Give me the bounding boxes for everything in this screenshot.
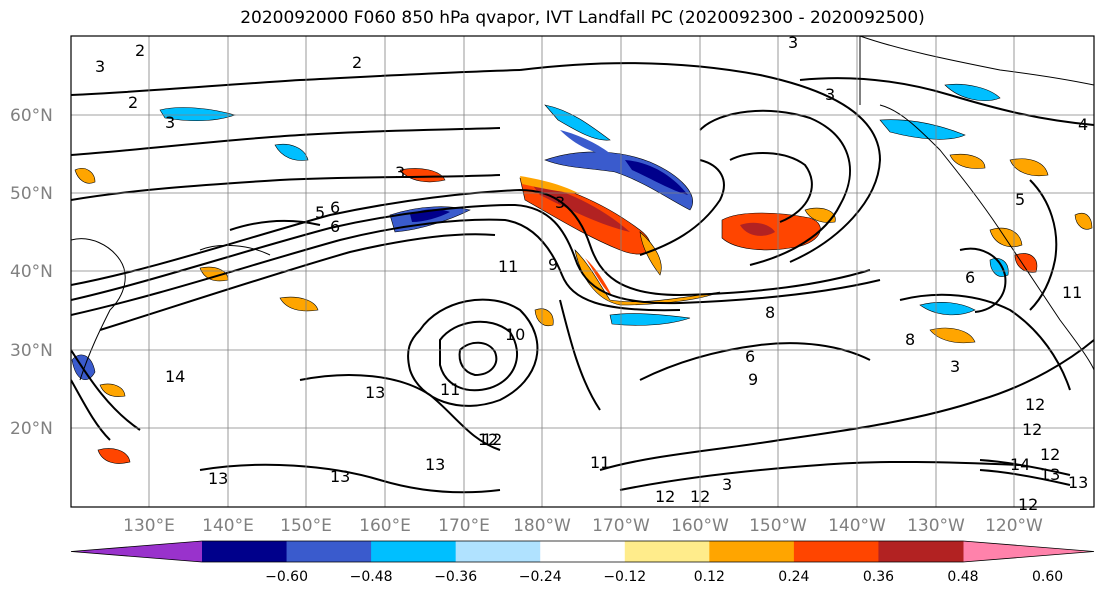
- contour-label: 2: [135, 41, 145, 60]
- colorbar-box: [455, 541, 541, 562]
- contour-label: 11: [1062, 283, 1082, 302]
- contour-label: 13: [208, 469, 228, 488]
- colorbar-tick-label: 0.24: [778, 569, 809, 585]
- contour-label: 3: [825, 85, 835, 104]
- colorbar-tick-label: −0.36: [434, 569, 477, 585]
- contour-label: 13: [1068, 473, 1088, 492]
- lat-label-40n: 40°N: [10, 262, 53, 282]
- colorbar-tick-label: −0.24: [519, 569, 562, 585]
- graticule: [71, 36, 1094, 507]
- colorbar-box: [709, 541, 795, 562]
- contour-label: 13: [330, 467, 350, 486]
- contour-label: 13: [365, 383, 385, 402]
- contour-label: 12: [690, 487, 710, 506]
- contour-label: 12: [655, 487, 675, 506]
- colorbar-extend-min: [71, 541, 202, 562]
- contour-label: 13: [425, 455, 445, 474]
- colorbar-boxes: [70, 540, 1095, 563]
- colorbar-box: [793, 541, 879, 562]
- contour-label: 3: [395, 163, 405, 182]
- longitude-labels: 130°E 140°E 150°E 160°E 170°E 180°W 170°…: [123, 516, 1043, 536]
- lon-label: 160°E: [359, 516, 411, 536]
- lon-label: 150°E: [280, 516, 332, 536]
- contour-label: 12: [1022, 420, 1042, 439]
- contour-label: 14: [165, 367, 185, 386]
- contour-label: 12: [1025, 395, 1045, 414]
- colorbar-box: [624, 541, 710, 562]
- map-frame: [70, 35, 1095, 508]
- colorbar-box: [878, 541, 964, 562]
- contour-label: 8: [905, 330, 915, 349]
- lat-label-30n: 30°N: [10, 341, 53, 361]
- colorbar-tick-label: 0.60: [1032, 569, 1063, 585]
- contour-label: 3: [555, 193, 565, 212]
- ivt-contours: [71, 62, 1094, 494]
- contour-label: 6: [330, 198, 340, 217]
- contour-label: 3: [95, 57, 105, 76]
- contour-label: 10: [505, 325, 525, 344]
- coastlines: [71, 36, 1094, 381]
- colorbar-box: [286, 541, 372, 562]
- lon-label: 140°E: [202, 516, 254, 536]
- lon-label: 170°W: [592, 516, 650, 536]
- colorbar-tick-label: −0.12: [603, 569, 646, 585]
- lon-label: 120°W: [985, 516, 1043, 536]
- lon-label: 140°W: [828, 516, 886, 536]
- colorbar-tick-label: 0.36: [863, 569, 894, 585]
- contour-label: 11: [498, 257, 518, 276]
- colorbar-outline: [70, 540, 1095, 563]
- colorbar-tick-label: 0.12: [694, 569, 725, 585]
- contour-label: 2: [352, 53, 362, 72]
- map-title: 2020092000 F060 850 hPa qvapor, IVT Land…: [240, 8, 925, 28]
- contour-label: 3: [788, 33, 798, 52]
- colorbar: −0.60 −0.48 −0.36 −0.24 −0.12 0.12 0.24 0.36 0.4…: [70, 540, 1095, 585]
- contour-label: 2: [128, 93, 138, 112]
- colorbar-tick-label: 0.48: [947, 569, 978, 585]
- colorbar-box: [371, 541, 457, 562]
- lon-label: 150°W: [749, 516, 807, 536]
- contour-label: 6: [330, 217, 340, 236]
- lon-label: 180°W: [513, 516, 571, 536]
- colorbar-extend-max: [963, 541, 1094, 562]
- lat-label-60n: 60°N: [10, 106, 53, 126]
- contour-label: 3: [165, 113, 175, 132]
- lon-label: 130°W: [907, 516, 965, 536]
- colorbar-box: [540, 541, 626, 562]
- contour-label: 12: [478, 430, 498, 449]
- colorbar-tick-labels: −0.60 −0.48 −0.36 −0.24 −0.12 0.12 0.24 0.36 0.4…: [265, 569, 1063, 585]
- lat-label-20n: 20°N: [10, 419, 53, 439]
- contour-label: 3: [722, 475, 732, 494]
- contour-label: 11: [440, 380, 460, 399]
- lon-label: 160°W: [671, 516, 729, 536]
- latitude-labels: 60°N 50°N 40°N 30°N 20°N: [10, 106, 53, 439]
- colorbar-tick-label: −0.48: [350, 569, 393, 585]
- contour-label: 4: [1078, 115, 1088, 134]
- contour-label: 12: [1018, 495, 1038, 514]
- contour-label: 9: [548, 255, 558, 274]
- contour-labels: 2 3 2 3 3 4 2 3 5 6 11 11 10 9 13 14 13 …: [95, 33, 1088, 514]
- lon-label: 130°E: [123, 516, 175, 536]
- contour-label: 6: [745, 347, 755, 366]
- contour-label: 13: [1040, 465, 1060, 484]
- contour-label: 8: [765, 303, 775, 322]
- contour-label: 3: [950, 357, 960, 376]
- lat-label-50n: 50°N: [10, 184, 53, 204]
- contour-label: 11: [590, 453, 610, 472]
- contour-label: 14: [1010, 455, 1030, 474]
- contour-label: 5: [315, 203, 325, 222]
- contour-label: 5: [1015, 190, 1025, 209]
- contour-label: 12: [482, 430, 502, 449]
- colorbar-tick-label: −0.60: [265, 569, 308, 585]
- lon-label: 170°E: [438, 516, 490, 536]
- contour-label: 12: [1040, 445, 1060, 464]
- contour-label: 6: [965, 268, 975, 287]
- colorbar-box: [202, 541, 288, 562]
- negative-anomaly-band: [544, 151, 693, 211]
- map-panel: 2 3 2 3 3 4 2 3 5 6 11 11 10 9 13 14 13 …: [70, 33, 1095, 514]
- contour-label: 9: [748, 370, 758, 389]
